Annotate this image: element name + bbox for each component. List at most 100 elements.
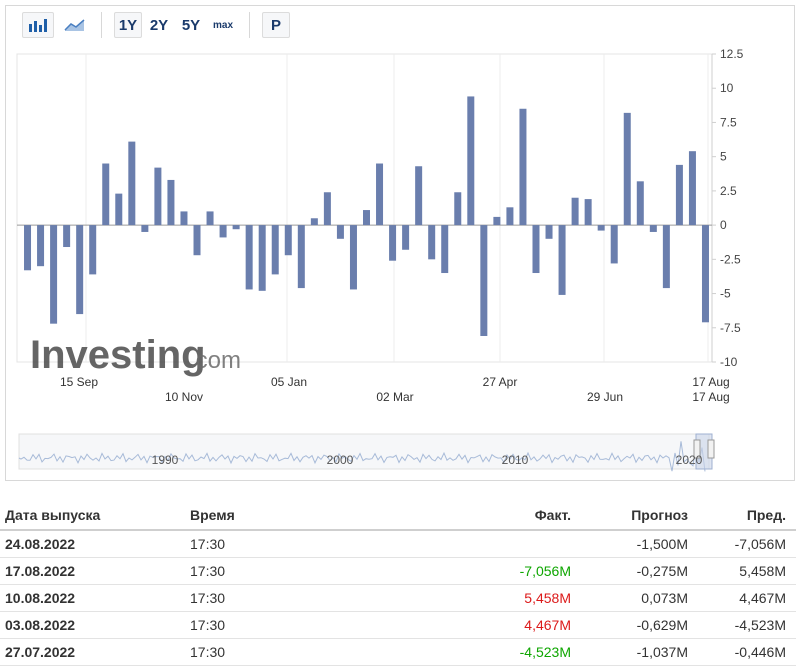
data-bar[interactable]: [24, 225, 32, 271]
data-bar[interactable]: [454, 192, 462, 226]
data-bar[interactable]: [232, 225, 240, 230]
line-chart-icon: [64, 19, 85, 31]
release-date: 24.08.2022: [0, 530, 190, 558]
data-bar[interactable]: [89, 225, 97, 275]
data-bar[interactable]: [649, 225, 657, 232]
data-bar[interactable]: [701, 225, 709, 323]
x-tick-label: 29 Jun: [587, 390, 623, 404]
data-bar[interactable]: [597, 225, 605, 231]
x-tick-label: 15 Sep: [60, 375, 98, 389]
y-tick-label: 7.5: [720, 115, 737, 129]
p-label: P: [270, 16, 281, 34]
data-bar[interactable]: [245, 225, 253, 290]
data-bar[interactable]: [636, 181, 644, 226]
data-bar[interactable]: [363, 210, 370, 226]
data-bar[interactable]: [128, 141, 136, 226]
table-row: 27.07.2022 17:30 -4,523M -1,037M -0,446M: [0, 638, 796, 666]
data-bar[interactable]: [180, 211, 188, 226]
data-bar[interactable]: [402, 225, 410, 250]
data-bar[interactable]: [389, 225, 397, 261]
data-bar[interactable]: [63, 225, 71, 248]
header-forecast[interactable]: Прогноз: [571, 500, 688, 531]
line-chart-button[interactable]: [58, 12, 92, 38]
range-2y-button[interactable]: 2Y: [149, 16, 169, 34]
release-date: 17.08.2022: [0, 557, 190, 585]
data-bar[interactable]: [467, 96, 475, 226]
data-bar[interactable]: [37, 225, 45, 267]
data-bar[interactable]: [662, 225, 670, 289]
data-bar[interactable]: [154, 167, 162, 226]
y-tick-label: -5: [720, 287, 731, 301]
data-bar[interactable]: [50, 225, 58, 324]
release-date: 10.08.2022: [0, 584, 190, 612]
navigator-handle-right[interactable]: [707, 439, 715, 459]
table-row: 10.08.2022 17:30 5,458M 0,073M 4,467M: [0, 584, 796, 612]
toolbar-separator: [101, 12, 102, 38]
data-bar[interactable]: [206, 211, 214, 226]
data-bar[interactable]: [167, 179, 175, 226]
data-bar[interactable]: [297, 225, 305, 289]
header-time[interactable]: Время: [190, 500, 335, 531]
x-tick-label: 17 Aug: [692, 390, 729, 404]
data-bar[interactable]: [532, 225, 540, 274]
data-bar[interactable]: [506, 207, 514, 226]
data-bar[interactable]: [558, 225, 566, 295]
data-bar[interactable]: [519, 108, 527, 226]
data-bar[interactable]: [584, 199, 592, 226]
forecast-value: -0,275M: [571, 557, 688, 585]
data-bar[interactable]: [310, 218, 318, 226]
release-time: 17:30: [190, 584, 335, 612]
chart-toolbar: 1Y 2Y 5Y max P: [6, 6, 794, 46]
p-button[interactable]: P: [262, 12, 290, 38]
data-bar[interactable]: [493, 216, 501, 226]
data-bar[interactable]: [545, 225, 553, 239]
data-bar[interactable]: [441, 225, 449, 274]
y-tick-label: 2.5: [720, 184, 737, 198]
y-tick-label: 0: [720, 218, 727, 232]
data-bar[interactable]: [141, 225, 149, 232]
forecast-value: -1,037M: [571, 638, 688, 666]
navigator-handle-left[interactable]: [693, 439, 701, 459]
data-bar[interactable]: [675, 164, 683, 226]
data-bar[interactable]: [623, 112, 631, 226]
previous-value: 4,467M: [688, 584, 796, 612]
data-bar[interactable]: [76, 225, 84, 315]
table-header-row: Дата выпуска Время Факт. Прогноз Пред.: [0, 500, 796, 531]
x-tick-label: 27 Apr: [483, 375, 518, 389]
data-bar[interactable]: [219, 225, 227, 238]
header-actual[interactable]: Факт.: [335, 500, 571, 531]
navigator-year-label: 2020: [676, 453, 703, 467]
data-bar[interactable]: [115, 193, 123, 226]
range-5y-button[interactable]: 5Y: [181, 16, 201, 34]
data-bar[interactable]: [415, 166, 423, 226]
y-tick-label: 10: [720, 81, 734, 95]
y-tick-label: -2.5: [720, 252, 741, 266]
navigator-area: [18, 433, 710, 470]
data-bar[interactable]: [428, 225, 436, 260]
bar-chart-button[interactable]: [22, 12, 54, 38]
data-bar[interactable]: [336, 225, 344, 239]
y-tick-label: -10: [720, 355, 738, 369]
header-release-date[interactable]: Дата выпуска: [0, 500, 190, 531]
range-1y-button[interactable]: 1Y: [114, 12, 142, 38]
data-bar[interactable]: [323, 192, 331, 226]
data-bar[interactable]: [376, 163, 384, 226]
data-bar[interactable]: [349, 225, 357, 290]
data-bar[interactable]: [284, 225, 292, 256]
bar-chart: 12.5 10 7.5 5 2.5 0 -2.5 -5 -7.5 -10 Investing.com…: [16, 47, 744, 472]
data-bar[interactable]: [271, 225, 279, 275]
header-previous[interactable]: Пред.: [688, 500, 796, 531]
data-bar[interactable]: [258, 225, 266, 291]
data-bar[interactable]: [610, 225, 618, 264]
range-max-button[interactable]: max: [212, 19, 233, 31]
actual-value: -4,523M: [335, 638, 571, 666]
actual-value: 5,458M: [335, 584, 571, 612]
table-row: 17.08.2022 17:30 -7,056M -0,275M 5,458M: [0, 557, 796, 585]
data-bar[interactable]: [102, 163, 110, 226]
data-bar[interactable]: [193, 225, 201, 256]
data-bar[interactable]: [571, 197, 579, 226]
data-bar[interactable]: [480, 225, 488, 336]
data-bar[interactable]: [688, 151, 696, 226]
previous-value: 5,458M: [688, 557, 796, 585]
release-time: 17:30: [190, 530, 335, 558]
